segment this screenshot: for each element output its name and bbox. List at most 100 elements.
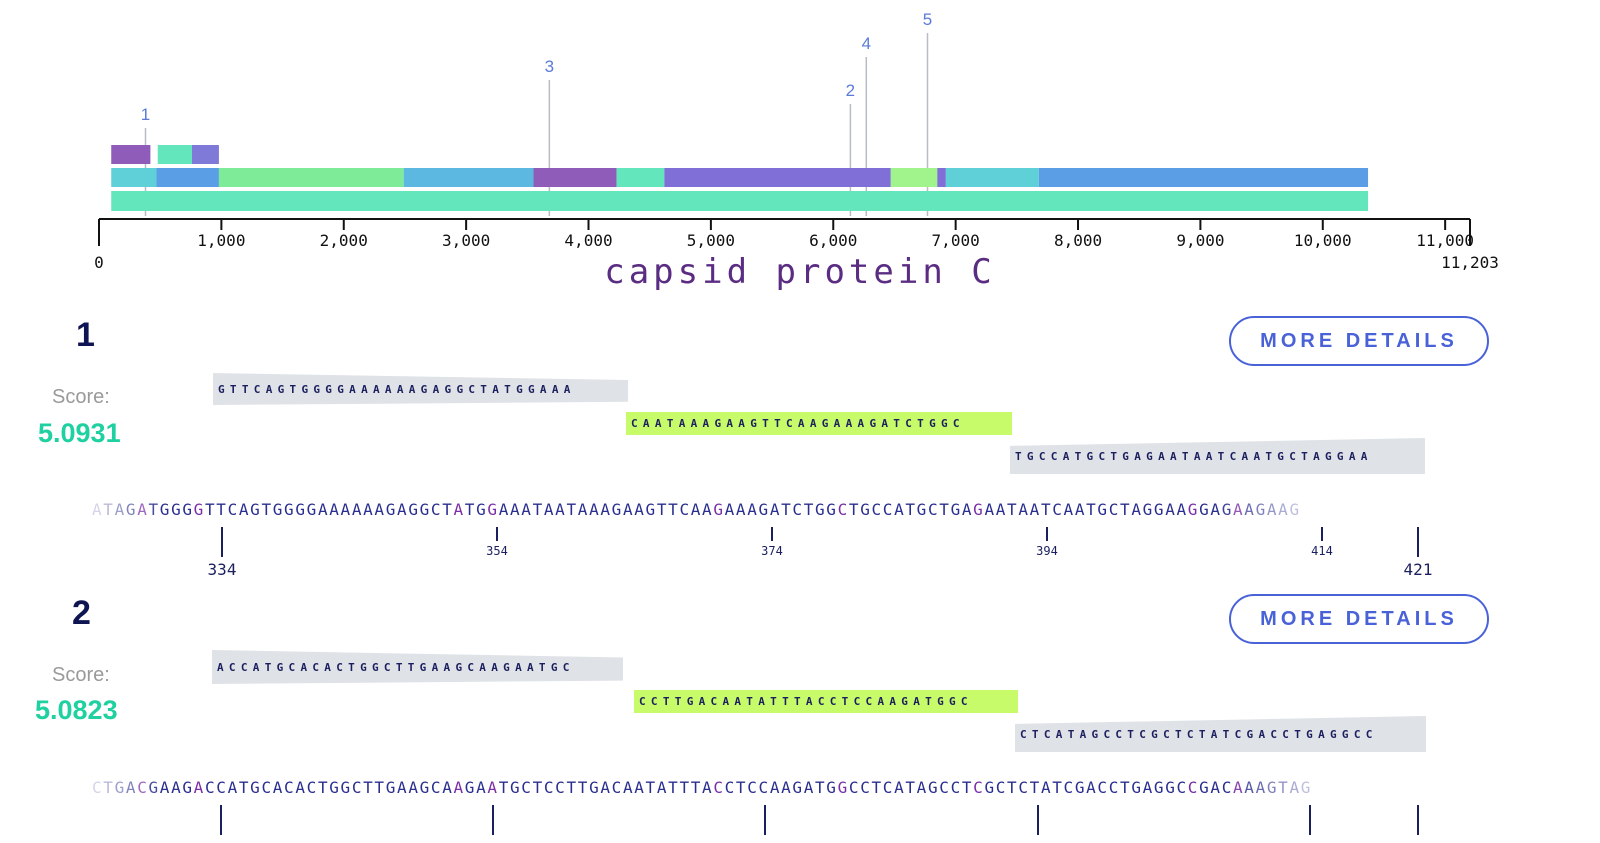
sequence-base: G bbox=[1199, 778, 1211, 797]
axis-tick-label: 7,000 bbox=[932, 231, 980, 250]
sequence-base: T bbox=[566, 778, 578, 797]
sequence-base: A bbox=[363, 500, 375, 519]
sequence-base: G bbox=[815, 500, 827, 519]
sequence-base: G bbox=[1153, 500, 1166, 519]
sequence-base: T bbox=[103, 500, 115, 519]
sequence-base: A bbox=[397, 500, 409, 519]
sequence-base: T bbox=[905, 500, 917, 519]
sequence-base: C bbox=[1108, 778, 1121, 797]
sequence-base: G bbox=[611, 500, 623, 519]
sequence-base: G bbox=[1255, 500, 1267, 519]
sequence-base: A bbox=[1176, 500, 1188, 519]
sequence-base: G bbox=[193, 500, 205, 519]
sequence-base: A bbox=[577, 500, 590, 519]
sequence-base: C bbox=[1063, 778, 1075, 797]
more-details-button[interactable]: MORE DETAILS bbox=[1229, 594, 1489, 644]
sequence-base: T bbox=[781, 500, 793, 519]
sequence-base: A bbox=[159, 778, 172, 797]
sequence-base: A bbox=[1266, 500, 1279, 519]
sequence-base: G bbox=[1153, 778, 1166, 797]
feature-block bbox=[157, 145, 193, 164]
sequence-base: A bbox=[509, 500, 522, 519]
sequence-base: A bbox=[1142, 778, 1154, 797]
sequence-base: A bbox=[769, 500, 782, 519]
more-details-button[interactable]: MORE DETAILS bbox=[1229, 316, 1489, 366]
sequence-base: C bbox=[216, 778, 228, 797]
genome-base-track bbox=[111, 191, 1369, 211]
sequence-base: A bbox=[374, 500, 386, 519]
sequence-base: G bbox=[713, 500, 725, 519]
sequence-base: C bbox=[430, 778, 443, 797]
sequence-base: T bbox=[1120, 778, 1132, 797]
sequence-base: A bbox=[781, 778, 793, 797]
sequence-base: C bbox=[92, 778, 104, 797]
feature-block bbox=[533, 168, 617, 187]
sequence-base: A bbox=[487, 778, 499, 797]
sequence-base: T bbox=[577, 778, 590, 797]
sequence-base: A bbox=[453, 778, 465, 797]
sequence-base: T bbox=[668, 778, 680, 797]
gene-name: capsid protein C bbox=[604, 252, 996, 292]
sequence-base: T bbox=[848, 500, 861, 519]
sequence-base: T bbox=[1052, 778, 1064, 797]
sequence-base: G bbox=[1142, 500, 1154, 519]
forward-primer: ACCATGCACACTGGCTTGAAGCAAGAATGC bbox=[212, 650, 623, 684]
sequence-base: T bbox=[679, 778, 691, 797]
sequence-base: G bbox=[340, 778, 352, 797]
sequence-base: C bbox=[848, 778, 861, 797]
sequence-base: A bbox=[1289, 778, 1301, 797]
sequence-base: C bbox=[713, 778, 725, 797]
sequence-base: A bbox=[961, 500, 974, 519]
sequence-base: C bbox=[950, 778, 962, 797]
sequence-base: T bbox=[668, 500, 680, 519]
sequence-base: A bbox=[589, 500, 601, 519]
sequence-base: A bbox=[1255, 778, 1267, 797]
sequence-base: T bbox=[261, 500, 273, 519]
axis-tick-label: 11,000 bbox=[1416, 231, 1474, 250]
feature-block bbox=[616, 168, 665, 187]
sequence-base: A bbox=[114, 500, 126, 519]
sequence-base: A bbox=[476, 778, 488, 797]
sequence-base: A bbox=[1074, 500, 1087, 519]
sequence-base: C bbox=[882, 500, 895, 519]
axis-tick-label: 4,000 bbox=[564, 231, 612, 250]
sequence-base: A bbox=[1244, 500, 1256, 519]
sequence-base: G bbox=[645, 500, 657, 519]
feature-block bbox=[156, 168, 219, 187]
sequence-base: G bbox=[125, 500, 138, 519]
sequence-base: A bbox=[735, 500, 748, 519]
sequence-base: G bbox=[589, 778, 601, 797]
score-value: 5.0931 bbox=[38, 418, 121, 448]
sequence-base: T bbox=[735, 778, 748, 797]
sequence-base: T bbox=[148, 500, 160, 519]
amplicon-sequence: CTGACGAAGACCATGCACACTGGCTTGAAGCAAGAATGCT… bbox=[92, 778, 1560, 797]
sequence-base: G bbox=[826, 500, 838, 519]
sequence-base: A bbox=[622, 500, 635, 519]
sequence-base: G bbox=[973, 500, 985, 519]
sequence-base: C bbox=[995, 778, 1008, 797]
sequence-base: C bbox=[792, 500, 804, 519]
sequence-base: A bbox=[1165, 500, 1177, 519]
sequence-base: C bbox=[351, 778, 364, 797]
sequence-base: G bbox=[159, 500, 172, 519]
sequence-base: A bbox=[137, 500, 149, 519]
sequence-base: A bbox=[295, 778, 307, 797]
feature-block bbox=[937, 168, 946, 187]
sequence-base: G bbox=[1131, 778, 1143, 797]
start-position: 334 bbox=[208, 560, 237, 579]
sequence-base: A bbox=[317, 500, 330, 519]
sequence-base: A bbox=[340, 500, 352, 519]
sequence-base: G bbox=[464, 778, 477, 797]
sequence-base: G bbox=[329, 778, 341, 797]
sequence-base: T bbox=[1007, 500, 1019, 519]
sequence-base: A bbox=[227, 778, 239, 797]
marker-label: 3 bbox=[545, 57, 554, 76]
sequence-base: A bbox=[1029, 500, 1041, 519]
sequence-base: A bbox=[1278, 500, 1290, 519]
sequence-base: T bbox=[1278, 778, 1290, 797]
sequence-base: C bbox=[1018, 778, 1030, 797]
sequence-base: T bbox=[1029, 778, 1041, 797]
sequence-base: T bbox=[1086, 500, 1098, 519]
sequence-base: A bbox=[1018, 500, 1030, 519]
sequence-base: C bbox=[860, 778, 872, 797]
